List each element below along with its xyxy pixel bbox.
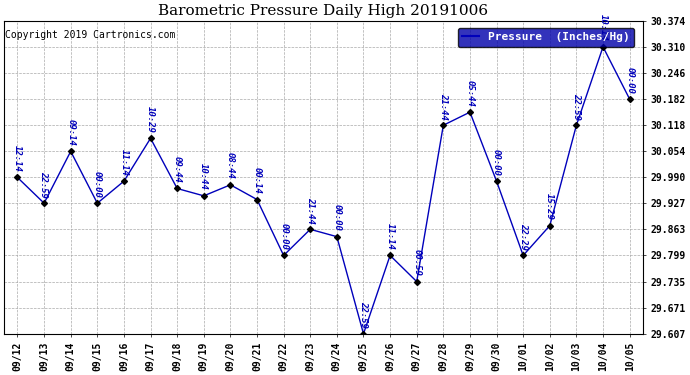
- Text: 00:00: 00:00: [333, 204, 342, 231]
- Text: 21:44: 21:44: [439, 93, 448, 120]
- Text: 00:00: 00:00: [93, 171, 102, 198]
- Text: 00:00: 00:00: [279, 223, 288, 250]
- Text: Copyright 2019 Cartronics.com: Copyright 2019 Cartronics.com: [6, 30, 176, 40]
- Legend: Pressure  (Inches/Hg): Pressure (Inches/Hg): [458, 28, 634, 47]
- Text: 22:59: 22:59: [359, 302, 368, 328]
- Text: 00:00: 00:00: [492, 149, 501, 176]
- Text: 00:59: 00:59: [412, 249, 421, 276]
- Title: Barometric Pressure Daily High 20191006: Barometric Pressure Daily High 20191006: [159, 4, 489, 18]
- Text: 22:59: 22:59: [572, 93, 581, 120]
- Text: 12:14: 12:14: [13, 145, 22, 172]
- Text: 10:44: 10:44: [199, 164, 208, 190]
- Text: 11:14: 11:14: [119, 149, 128, 176]
- Text: 05:44: 05:44: [466, 80, 475, 106]
- Text: 08:44: 08:44: [226, 152, 235, 179]
- Text: 00:14: 00:14: [253, 167, 262, 194]
- Text: 09:44: 09:44: [172, 156, 181, 183]
- Text: 15:29: 15:29: [545, 193, 554, 220]
- Text: 22:29: 22:29: [519, 223, 528, 250]
- Text: 11:14: 11:14: [386, 223, 395, 250]
- Text: 09:14: 09:14: [66, 119, 75, 146]
- Text: 00:00: 00:00: [625, 67, 634, 93]
- Text: 10:14: 10:14: [598, 14, 607, 41]
- Text: 10:29: 10:29: [146, 106, 155, 133]
- Text: 22:59: 22:59: [39, 171, 48, 198]
- Text: 21:44: 21:44: [306, 197, 315, 224]
